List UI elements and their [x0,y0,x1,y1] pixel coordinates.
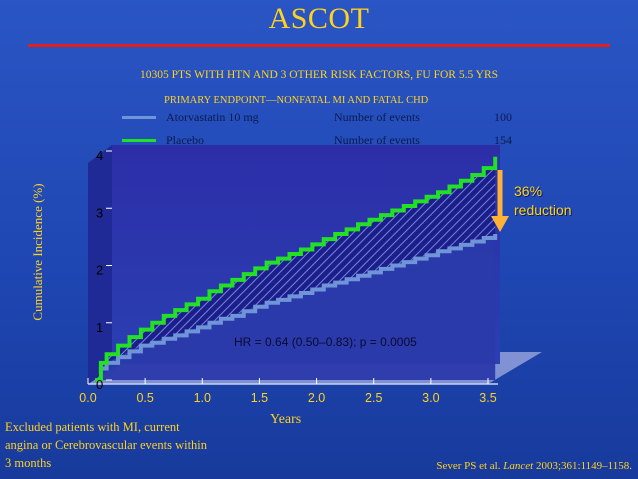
x-tick-label: 2.0 [308,391,325,405]
legend-events-label-atorvastatin: Number of events [334,110,420,124]
footnote-line-3: 3 months [5,456,52,470]
citation-ref: 2003;361:1149–1158. [533,460,632,472]
slide-title: ASCOT [268,2,370,35]
citation-authors: Sever PS et al. [436,460,504,472]
legend-label-placebo: Placebo [166,133,204,147]
x-tick-label: 3.5 [479,391,496,405]
exclusion-footnote: Excluded patients with MI, current angin… [5,418,275,472]
hazard-ratio-label: HR = 0.64 (0.50–0.83); p = 0.0005 [234,335,417,349]
reduction-arrow-head [491,216,509,232]
x-tick-label: 0.0 [79,391,96,405]
y-tick-label: 0 [96,377,103,392]
x-tick-label: 0.5 [136,391,153,405]
study-subtitle: 10305 PTS WITH HTN AND 3 OTHER RISK FACT… [139,69,499,81]
legend-label-atorvastatin: Atorvastatin 10 mg [166,110,259,124]
reduction-annotation: 36% reduction [514,182,572,220]
x-tick-label: 3.0 [422,391,439,405]
y-tick-label: 3 [96,205,103,220]
x-tick-label: 1.5 [251,391,268,405]
atorvastatin-area [95,234,496,380]
legend-swatch-placebo [122,139,156,142]
title-underline [28,44,610,47]
legend-events-label-placebo: Number of events [334,133,420,147]
reduction-word: reduction [514,202,572,218]
primary-endpoint: PRIMARY ENDPOINT—NONFATAL MI AND FATAL C… [164,95,429,106]
citation-journal: Lancet [503,460,534,472]
legend-swatch-atorvastatin [122,116,156,119]
series-line-placebo [95,156,498,382]
plot-side-face [88,145,112,384]
reduction-percent: 36% [514,183,543,199]
footnote-line-2: angina or Cerebrovascular events within [5,438,208,452]
legend-events-count-placebo: 154 [494,133,512,147]
x-axis-label: Years [270,412,302,427]
y-tick-label: 4 [96,148,103,163]
y-tick-label: 1 [96,320,103,335]
footnote-line-1: Excluded patients with MI, current [5,420,180,434]
x-tick-label: 1.0 [194,391,211,405]
y-axis-label: Cumulative Incidence (%) [30,183,45,321]
citation: Sever PS et al. Lancet 2003;361:1149–115… [436,460,632,472]
x-tick-label: 2.5 [365,391,382,405]
y-tick-label: 2 [96,263,103,278]
legend-events-count-atorvastatin: 100 [494,110,512,124]
series-line-atorvastatin [95,234,498,382]
difference-hatched-area [95,156,496,380]
